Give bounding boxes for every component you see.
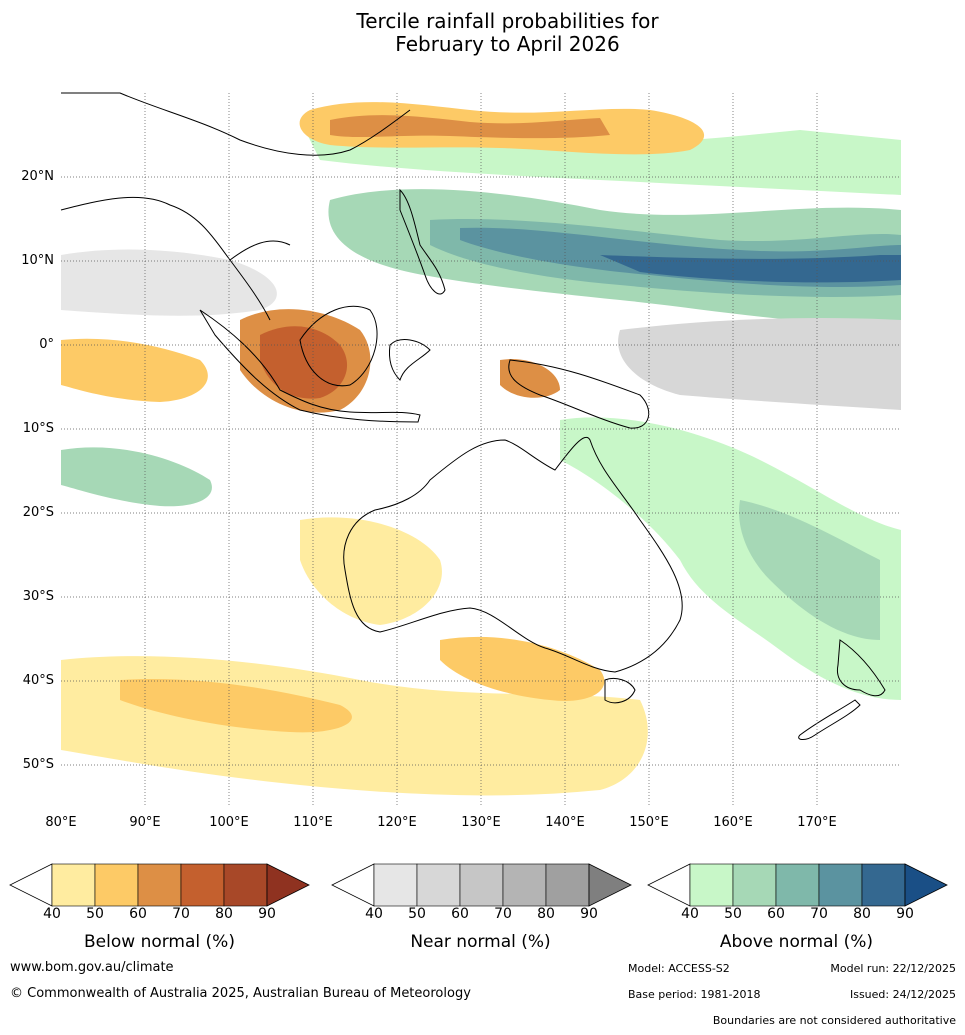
below-tick-50: 50 [86,906,104,922]
lat-label-50s: 50°S [22,757,54,772]
above-over-triangle [904,863,948,907]
philippines-outline [399,188,446,295]
lon-label-150e: 150°E [629,815,669,830]
near-swatch-0 [373,863,418,907]
above-tick-40: 40 [681,906,699,922]
lon-label-80e: 80°E [45,815,77,830]
colorbar-below [9,863,310,907]
near-tick-90: 90 [580,906,598,922]
above-east-core [739,500,880,640]
near-swatch-2 [459,863,504,907]
near-tick-70: 70 [494,906,512,922]
below-swatch-1 [94,863,139,907]
below-tick-90: 90 [258,906,276,922]
footer-disclaimer: Boundaries are not considered authoritat… [712,1014,956,1027]
near-swatch-4 [545,863,590,907]
map-panel [60,92,902,805]
above-band-max [600,255,901,283]
near-tick-80: 80 [537,906,555,922]
below-tick-60: 60 [129,906,147,922]
below-under-triangle [9,863,53,907]
colorbar-below-title: Below normal (%) [84,932,235,952]
lat-label-40s: 40°S [22,673,54,688]
below-swatch-2 [137,863,182,907]
lon-label-130e: 130°E [461,815,501,830]
above-swatch-0 [689,863,734,907]
chart-title: Tercile rainfall probabilities for Febru… [0,10,965,56]
above-swatch-3 [818,863,863,907]
new-guinea-outline [508,359,650,429]
near-over-triangle [588,863,632,907]
sumatra-java-outline [199,309,421,423]
lat-label-20n: 20°N [21,169,54,184]
borneo-outline [299,305,378,387]
above-under-triangle [647,863,691,907]
footer-copyright: © Commonwealth of Australia 2025, Austra… [10,986,471,1001]
near-tick-60: 60 [451,906,469,922]
near-tick-40: 40 [365,906,383,922]
title-line-1: Tercile rainfall probabilities for [356,9,659,33]
below-swatch-0 [51,863,96,907]
above-swatch-2 [775,863,820,907]
below-over-triangle [266,863,310,907]
below-tick-40: 40 [43,906,61,922]
below-west-australia [300,517,442,625]
above-west-indian [61,447,212,507]
footer-issued: Issued: 24/12/2025 [849,988,956,1001]
colorbar-near-title: Near normal (%) [410,932,551,952]
below-png [500,359,560,398]
above-tick-70: 70 [810,906,828,922]
probability-field [61,102,902,796]
asia-outline [60,92,411,321]
below-indonesia-core [260,326,348,399]
footer-url[interactable]: www.bom.gov.au/climate [10,960,174,975]
above-swatch-4 [861,863,906,907]
australia-outline [343,437,683,673]
lat-label-30s: 30°S [22,589,54,604]
lon-label-100e: 100°E [209,815,249,830]
below-tick-70: 70 [172,906,190,922]
footer-model-run: Model run: 22/12/2025 [830,962,956,975]
below-tick-80: 80 [215,906,233,922]
lon-label-170e: 170°E [797,815,837,830]
lon-label-140e: 140°E [545,815,585,830]
below-swatch-3 [180,863,225,907]
near-tick-50: 50 [408,906,426,922]
lat-label-10n: 10°N [21,253,54,268]
new-zealand-outline [798,639,886,740]
lon-label-90e: 90°E [129,815,161,830]
above-east-australia [560,417,901,700]
lon-label-160e: 160°E [713,815,753,830]
below-south-core [120,679,352,733]
above-tick-90: 90 [896,906,914,922]
lon-label-120e: 120°E [377,815,417,830]
near-west [61,249,277,316]
below-south-australia [440,636,605,701]
footer-model: Model: ACCESS-S2 [628,962,730,975]
footer-base-period: Base period: 1981-2018 [628,988,761,1001]
colorbar-above-title: Above normal (%) [719,932,874,952]
graticule [61,93,901,805]
above-tick-80: 80 [853,906,871,922]
lon-label-110e: 110°E [293,815,333,830]
near-east-equator [618,318,901,410]
sulawesi-outline [389,339,431,381]
above-swatch-1 [732,863,777,907]
lat-label-0: 0° [39,337,54,352]
colorbar-near [331,863,632,907]
colorbar-above [647,863,948,907]
below-swatch-4 [223,863,268,907]
below-west-ocean [61,338,208,402]
above-tick-60: 60 [767,906,785,922]
below-north-core [330,115,610,139]
tasmania-outline [604,677,636,704]
near-under-triangle [331,863,375,907]
lat-label-20s: 20°S [22,505,54,520]
lat-label-10s: 10°S [22,421,54,436]
near-swatch-3 [502,863,547,907]
near-swatch-1 [416,863,461,907]
above-tick-50: 50 [724,906,742,922]
title-line-2: February to April 2026 [395,32,620,56]
